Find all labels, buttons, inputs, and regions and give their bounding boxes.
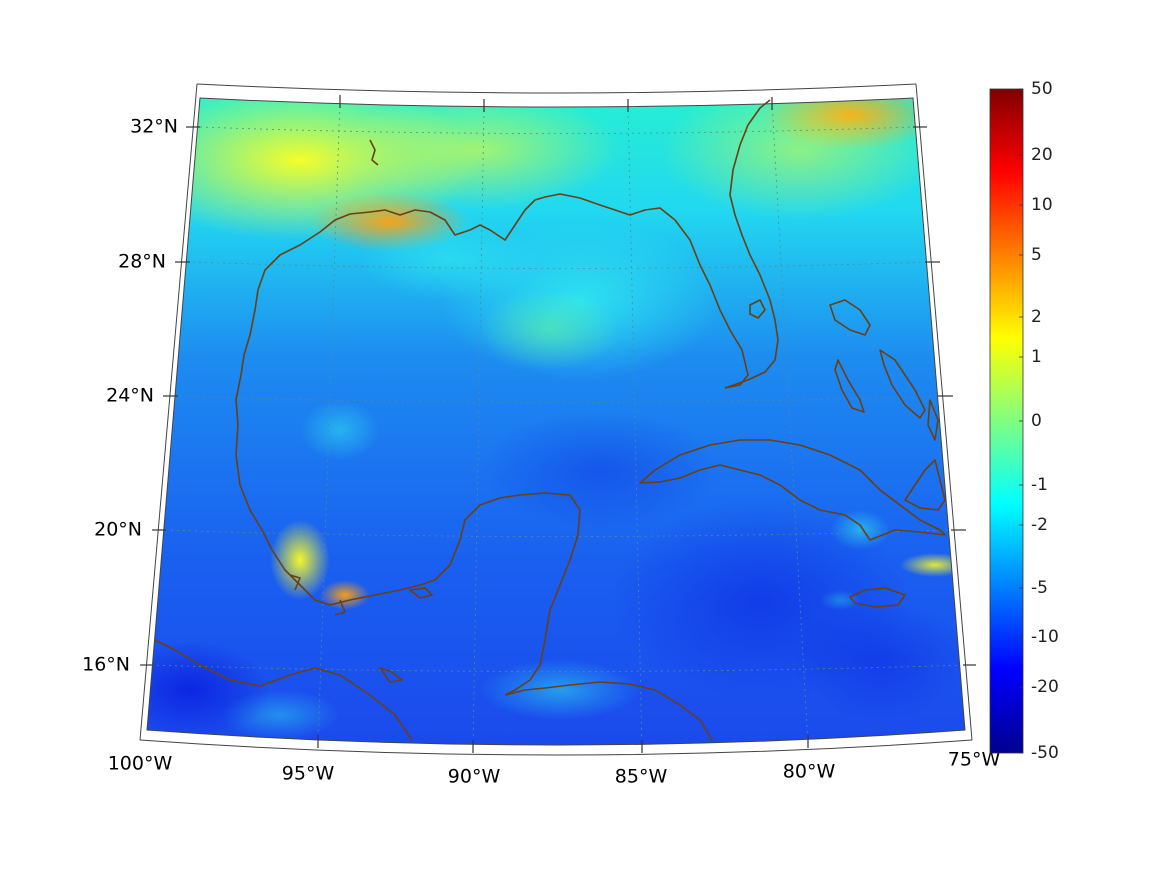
colorbar-label: 0 bbox=[1031, 411, 1042, 431]
lat-label: 32°N bbox=[130, 116, 178, 138]
colorbar-label: 20 bbox=[1031, 145, 1053, 165]
colorbar-label: -50 bbox=[1031, 743, 1059, 763]
colorbar-label: 10 bbox=[1031, 195, 1053, 215]
colorbar-label: -1 bbox=[1031, 475, 1048, 495]
coastlines bbox=[154, 99, 946, 741]
latitude-labels: 32°N 28°N 24°N 20°N 16°N bbox=[82, 116, 178, 676]
colorbar-label: -5 bbox=[1031, 578, 1048, 598]
colorbar-label: -10 bbox=[1031, 627, 1059, 647]
colorbar-label: -2 bbox=[1031, 515, 1048, 535]
longitude-labels: 100°W 95°W 90°W 85°W 80°W 75°W bbox=[108, 749, 1001, 788]
colorbar-label: 1 bbox=[1031, 347, 1042, 367]
lon-label: 85°W bbox=[615, 766, 668, 788]
map-frame bbox=[139, 83, 973, 756]
lat-label: 20°N bbox=[94, 519, 142, 541]
lat-label: 28°N bbox=[118, 251, 166, 273]
data-field bbox=[147, 98, 965, 745]
lon-label: 80°W bbox=[783, 761, 836, 783]
lon-label: 75°W bbox=[948, 749, 1001, 771]
colorbar-ramp bbox=[989, 88, 1024, 754]
lat-label: 16°N bbox=[82, 654, 130, 676]
lon-label: 95°W bbox=[282, 763, 335, 785]
lon-label: 90°W bbox=[448, 766, 501, 788]
frame-ticks bbox=[140, 95, 976, 753]
colorbar-label: 2 bbox=[1031, 307, 1042, 327]
colorbar: 50 20 10 5 2 1 0 -1 -2 -5 -10 -20 -50 bbox=[989, 79, 1059, 763]
lon-label: 100°W bbox=[108, 753, 173, 775]
lat-label: 24°N bbox=[106, 385, 154, 407]
graticule bbox=[150, 99, 965, 745]
colorbar-ticks bbox=[1019, 88, 1023, 754]
colorbar-label: 50 bbox=[1031, 79, 1053, 99]
colorbar-label: 5 bbox=[1031, 245, 1042, 265]
colorbar-label: -20 bbox=[1031, 677, 1059, 697]
